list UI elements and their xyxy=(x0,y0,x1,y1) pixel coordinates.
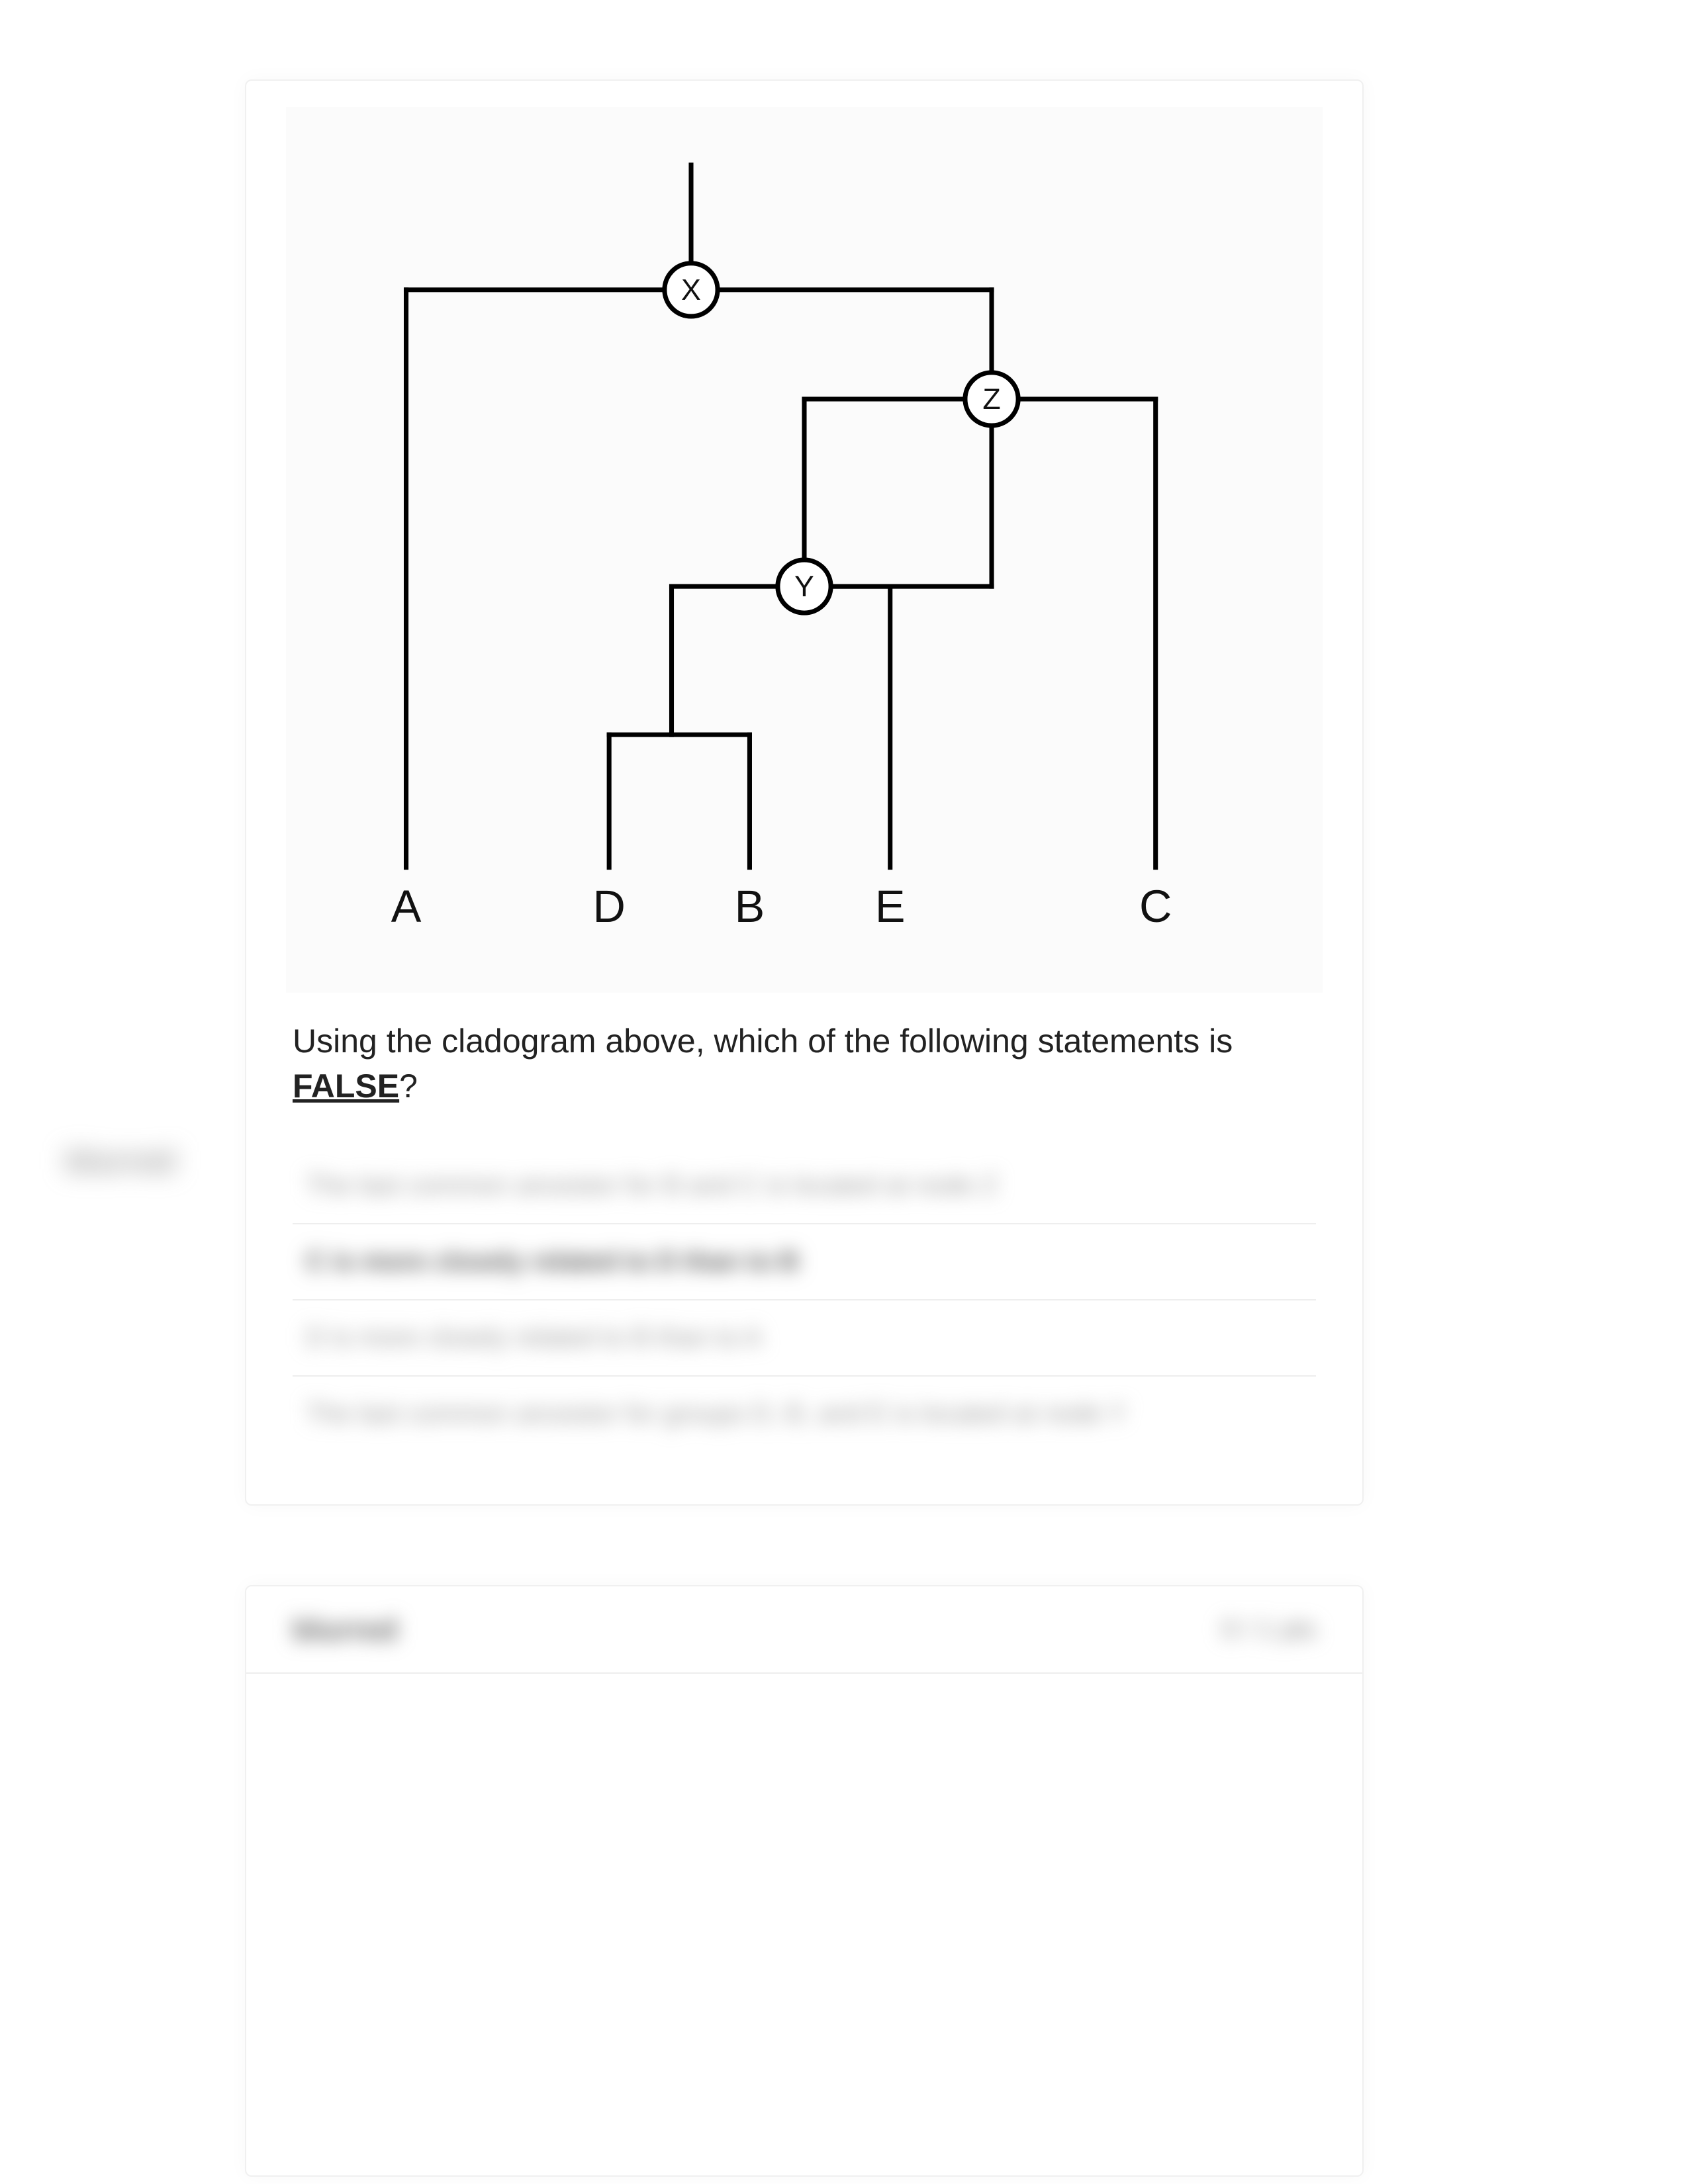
answer-choice[interactable]: The last common ancestor for B and C is … xyxy=(293,1148,1316,1223)
cladogram-taxon-label: E xyxy=(875,882,906,932)
next-question-header: blurred 0 / 1 pts xyxy=(246,1586,1362,1674)
next-question-card: blurred 0 / 1 pts xyxy=(245,1585,1364,2177)
answer-choice[interactable]: D is more closely related to B than to A xyxy=(293,1299,1316,1375)
answer-text-blurred: The last common ancestor for B and C is … xyxy=(306,1171,998,1201)
side-annotation-blurred: blurred xyxy=(66,1145,176,1178)
answer-choice[interactable]: The last common ancestor for groups D, B… xyxy=(293,1375,1316,1451)
page-column: X Z Y A D B E C Using the cladogram above, whic… xyxy=(245,79,1364,2177)
answer-text-blurred: The last common ancestor for groups D, B… xyxy=(306,1399,1127,1429)
question-prompt: Using the cladogram above, which of the … xyxy=(293,1019,1316,1109)
next-question-points-blurred: 0 / 1 pts xyxy=(1222,1615,1316,1645)
cladogram-node-label: Y xyxy=(794,570,814,603)
cladogram-taxon-label: B xyxy=(735,882,765,932)
next-question-title-blurred: blurred xyxy=(293,1612,397,1647)
cladogram-figure: X Z Y A D B E C xyxy=(286,107,1323,993)
answer-text-blurred: C is more closely related to D than to B xyxy=(306,1247,799,1277)
question-prompt-post: ? xyxy=(399,1068,418,1105)
cladogram-taxon-label: A xyxy=(391,882,422,932)
cladogram-node-label: X xyxy=(681,273,701,306)
cladogram-taxon-label: D xyxy=(592,882,625,932)
cladogram-svg: X Z Y A D B E C xyxy=(312,134,1296,953)
answer-choice[interactable]: C is more closely related to D than to B xyxy=(293,1223,1316,1299)
cladogram-node-label: Z xyxy=(982,383,1000,416)
question-prompt-false-word: FALSE xyxy=(293,1068,399,1105)
question-prompt-pre: Using the cladogram above, which of the … xyxy=(293,1023,1233,1060)
question-card: X Z Y A D B E C Using the cladogram above, whic… xyxy=(245,79,1364,1506)
answer-text-blurred: D is more closely related to B than to A xyxy=(306,1323,762,1353)
answers-list: The last common ancestor for B and C is … xyxy=(293,1148,1316,1451)
cladogram-taxon-label: C xyxy=(1139,882,1172,932)
